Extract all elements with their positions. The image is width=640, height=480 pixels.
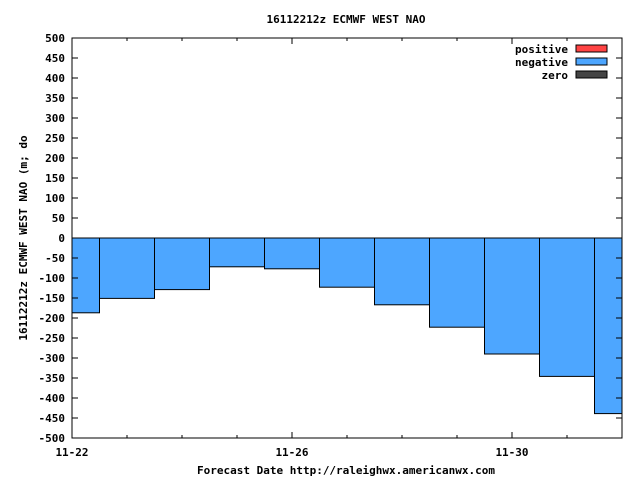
legend-swatch-zero: [575, 70, 608, 79]
bar-series: [71, 237, 623, 415]
y-tick-label: 0: [58, 232, 65, 245]
bar-4: [264, 237, 320, 270]
y-tick-label: -250: [39, 332, 66, 345]
y-tick-label: 200: [45, 152, 65, 165]
y-tick-label: -500: [39, 432, 66, 445]
bar-8: [484, 237, 540, 355]
y-tick-label: 400: [45, 72, 65, 85]
y-tick-label: -50: [45, 252, 65, 265]
legend-swatch-negative: [575, 57, 608, 66]
y-tick-label: -150: [39, 292, 66, 305]
x-tick-label: 11-30: [495, 446, 528, 459]
y-tick-label: -350: [39, 372, 66, 385]
bar-3: [209, 237, 265, 268]
y-axis-label: 16112212z ECMWF WEST NAO (m; do: [17, 135, 30, 341]
y-tick-label: 250: [45, 132, 65, 145]
x-axis-label: Forecast Date http://raleighwx.americanw…: [197, 464, 495, 477]
plot-frame: [71, 37, 623, 439]
y-tick-label: 500: [45, 32, 65, 45]
bar-1: [99, 237, 155, 299]
y-tick-label: 350: [45, 92, 65, 105]
y-tick-label: -400: [39, 392, 66, 405]
y-tick-label: -450: [39, 412, 66, 425]
bar-10: [594, 237, 623, 415]
x-tick-label: 11-22: [55, 446, 88, 459]
y-tick-label: 100: [45, 192, 65, 205]
y-tick-label: -200: [39, 312, 66, 325]
bar-7: [429, 237, 485, 328]
legend-label-positive: positive: [515, 43, 568, 56]
x-tick-label: 11-26: [275, 446, 308, 459]
chart-title: 16112212z ECMWF WEST NAO: [267, 13, 426, 26]
y-tick-label: 300: [45, 112, 65, 125]
y-tick-label: 450: [45, 52, 65, 65]
bar-2: [154, 237, 210, 291]
legend-swatch-positive: [575, 44, 608, 53]
y-tick-label: -100: [39, 272, 66, 285]
bar-6: [374, 237, 430, 306]
y-tick-label: -300: [39, 352, 66, 365]
y-tick-label: 150: [45, 172, 65, 185]
legend-label-negative: negative: [515, 56, 568, 69]
y-tick-label: 50: [52, 212, 65, 225]
bar-0: [71, 237, 100, 314]
y-axis-ticks: 500450400350300250200150100500-50-100-15…: [39, 32, 622, 445]
x-axis-ticks: 11-22 11-26 11-30: [55, 38, 568, 459]
bar-5: [319, 237, 375, 288]
bar-9: [539, 237, 595, 377]
legend-label-zero: zero: [542, 69, 569, 82]
